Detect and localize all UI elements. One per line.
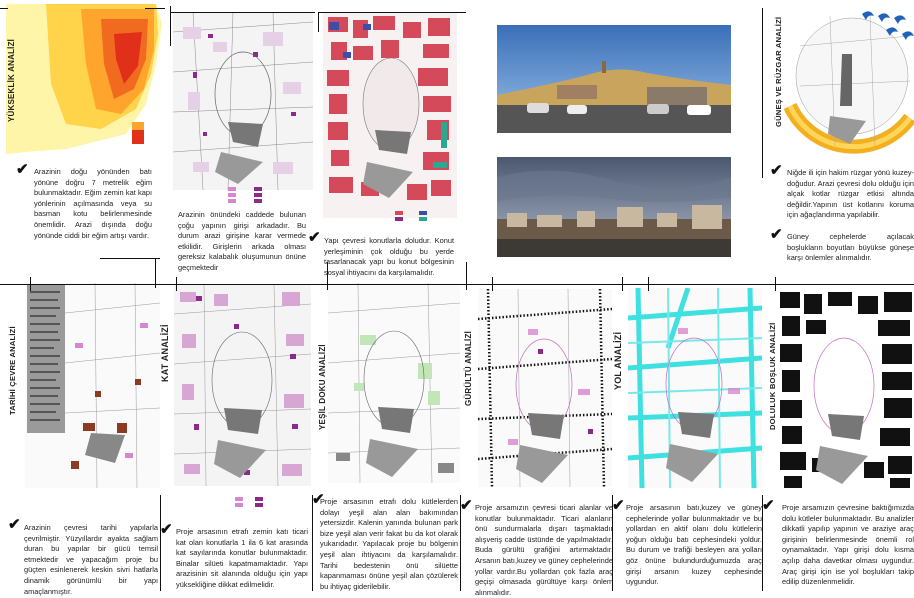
- divider: [160, 495, 161, 591]
- yukseklik-text: Arazinin doğu yönünden batı yönüne doğru…: [34, 167, 152, 240]
- check-icon: ✔: [762, 497, 775, 514]
- floor-map: [174, 284, 311, 486]
- divider: [0, 8, 8, 9]
- divider: [318, 12, 466, 13]
- noise-map: [478, 289, 612, 487]
- gunes-text-1: Niğde ili için hakim rüzgar yönü kuzey-d…: [787, 168, 914, 220]
- divider: [170, 12, 315, 13]
- gurultu-title: GÜRÜLTÜ ANALİZİ: [464, 331, 473, 406]
- check-icon: ✔: [308, 229, 321, 246]
- site-photo-1: [497, 25, 731, 133]
- doluluk-text: Proje arsamızın çevresine baktığımızda d…: [782, 503, 914, 587]
- divider: [622, 277, 623, 291]
- yol-title: YOL ANALİZİ: [613, 331, 623, 390]
- check-icon: ✔: [16, 161, 29, 178]
- yukseklik-title: YÜKSEKLİK ANALİZİ: [7, 38, 16, 122]
- check-icon: ✔: [312, 491, 325, 508]
- divider: [170, 6, 171, 46]
- divider: [312, 495, 313, 591]
- floor-legend: [235, 496, 285, 508]
- divider: [492, 277, 493, 291]
- divider: [100, 258, 160, 259]
- residential-legend: [395, 210, 455, 222]
- tarihi-title: TARİHİ ÇEVRE ANALİZİ: [8, 326, 17, 415]
- divider: [762, 495, 763, 591]
- solid-void-map: [778, 290, 914, 490]
- check-icon: ✔: [460, 497, 473, 514]
- divider: [318, 12, 319, 32]
- divider: [460, 495, 461, 591]
- entrance-map: [173, 12, 313, 190]
- check-icon: ✔: [8, 516, 21, 533]
- gunes-text-2: Güney cephelerde açılacak boşlukların bo…: [787, 232, 914, 263]
- yol-text: Proje arsasının batı,kuzey ve güney ceph…: [626, 503, 762, 587]
- gurultu-text: Proje arsamızın çevresi ticari alanlar v…: [475, 503, 613, 597]
- yesil-title: YEŞİL DOKU ANALİZİ: [318, 344, 327, 430]
- divider: [155, 258, 156, 288]
- yesil-text: Proje arsasının etrafı dolu kütlelerden …: [320, 497, 458, 591]
- check-icon: ✔: [770, 162, 783, 179]
- divider: [327, 262, 328, 290]
- divider: [145, 8, 165, 9]
- kat-text: Proje arsasının etrafı zemin katı ticari…: [176, 527, 308, 589]
- sun-wind-diagram: [770, 6, 914, 156]
- divider: [176, 277, 177, 291]
- divider: [0, 284, 914, 285]
- kat-title: KAT ANALİZİ: [160, 324, 170, 382]
- entrance-legend: [228, 186, 288, 204]
- divider: [648, 277, 649, 291]
- road-map: [628, 288, 762, 488]
- divider: [30, 277, 31, 291]
- divider: [612, 495, 613, 591]
- divider: [775, 277, 776, 291]
- check-icon: ✔: [770, 226, 783, 243]
- residential-map: [323, 12, 457, 218]
- divider: [466, 262, 467, 290]
- historic-map: [25, 283, 160, 488]
- divider: [762, 8, 763, 178]
- check-icon: ✔: [160, 521, 173, 538]
- tarihi-text: Arazinin çevresi tarihi yapılarla çevril…: [24, 523, 158, 596]
- gunes-title: GÜNEŞ VE RÜZGAR ANALİZİ: [774, 16, 783, 127]
- doluluk-title: DOLULUK BOŞLUK ANALİZİ: [768, 322, 777, 430]
- elevation-map: [6, 4, 164, 156]
- check-icon: ✔: [612, 497, 625, 514]
- residential-text: Yapı çevresi konutlarla doludur. Konut y…: [324, 236, 454, 277]
- entrance-text: Arazinin önündeki caddede bulunan çoğu y…: [178, 210, 306, 272]
- site-photo-2: [497, 157, 731, 257]
- green-map: [328, 283, 460, 483]
